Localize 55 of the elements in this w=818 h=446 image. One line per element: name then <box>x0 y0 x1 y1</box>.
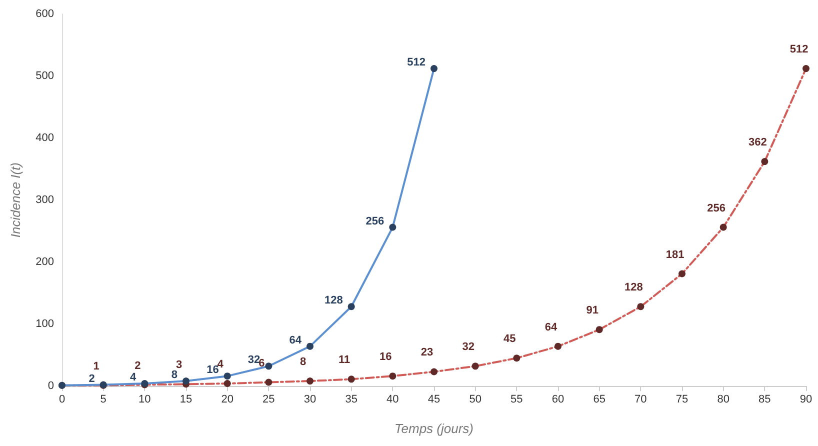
data-label: 32 <box>462 341 474 354</box>
data-label: 512 <box>790 44 808 56</box>
x-axis-title: Temps (jours) <box>394 421 474 436</box>
y-tick-label: 300 <box>36 194 54 206</box>
data-label: 64 <box>544 321 558 334</box>
data-label: 2 <box>134 360 141 372</box>
y-tick-label: 100 <box>36 318 54 330</box>
x-tick-label: 15 <box>180 394 192 406</box>
x-tick-label: 85 <box>758 394 771 406</box>
data-label: 4 <box>130 372 138 384</box>
x-tick-label: 25 <box>262 394 275 406</box>
data-label: 4 <box>217 358 224 371</box>
x-tick-label: 65 <box>593 394 606 406</box>
x-tick-label: 50 <box>469 394 482 406</box>
data-label: 11 <box>338 354 350 366</box>
x-tick-label: 20 <box>221 394 234 406</box>
data-label: 8 <box>300 356 306 368</box>
data-label: 256 <box>707 202 726 214</box>
data-label: 16 <box>380 351 392 364</box>
y-tick-label: 600 <box>36 8 54 20</box>
data-label: 2 <box>88 372 95 385</box>
y-axis-title: Incidence I(t) <box>8 162 23 238</box>
data-label: 512 <box>407 56 426 69</box>
y-tick-label: 500 <box>36 70 54 82</box>
data-label: 8 <box>171 369 178 382</box>
x-tick-label: 10 <box>138 394 151 406</box>
y-tick-label: 200 <box>36 256 54 268</box>
x-tick-label: 40 <box>386 394 399 406</box>
x-tick-label: 45 <box>428 394 440 406</box>
x-tick-label: 0 <box>58 394 66 406</box>
data-label: 91 <box>586 304 598 317</box>
data-label: 1 <box>93 360 100 372</box>
x-tick-label: 90 <box>800 394 812 406</box>
data-label: 128 <box>324 294 343 307</box>
data-label: 45 <box>504 333 516 346</box>
data-label: 64 <box>289 334 302 346</box>
data-label: 256 <box>366 215 384 228</box>
data-label: 3 <box>176 359 182 372</box>
x-tick-label: 5 <box>100 394 106 406</box>
data-label: 16 <box>206 364 219 376</box>
x-tick-label: 75 <box>676 394 688 406</box>
x-tick-label: 35 <box>345 394 358 406</box>
y-tick-label: 0 <box>48 380 54 392</box>
x-tick-label: 60 <box>552 394 564 406</box>
data-label: 32 <box>248 354 260 366</box>
data-label: 181 <box>666 248 684 261</box>
x-tick-label: 55 <box>510 394 523 406</box>
data-label: 128 <box>624 282 643 294</box>
x-tick-label: 70 <box>634 394 647 406</box>
y-tick-label: 400 <box>36 132 54 144</box>
x-tick-label: 80 <box>717 394 730 406</box>
data-label: 23 <box>420 346 434 359</box>
data-label: 362 <box>748 136 767 149</box>
x-tick-label: 30 <box>304 394 316 406</box>
data-label: 6 <box>258 357 265 370</box>
